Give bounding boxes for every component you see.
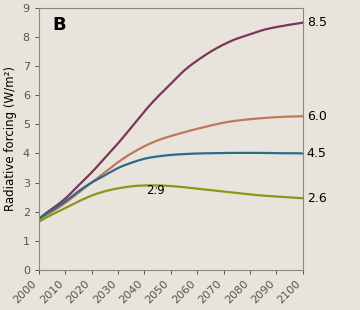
Text: B: B <box>52 16 66 34</box>
Text: 2.9: 2.9 <box>146 184 165 197</box>
Text: 8.5: 8.5 <box>307 16 327 29</box>
Y-axis label: Radiative forcing (W/m²): Radiative forcing (W/m²) <box>4 66 17 211</box>
Text: 4.5: 4.5 <box>307 147 327 160</box>
Text: 6.0: 6.0 <box>307 110 327 123</box>
Text: 2.6: 2.6 <box>307 192 327 205</box>
